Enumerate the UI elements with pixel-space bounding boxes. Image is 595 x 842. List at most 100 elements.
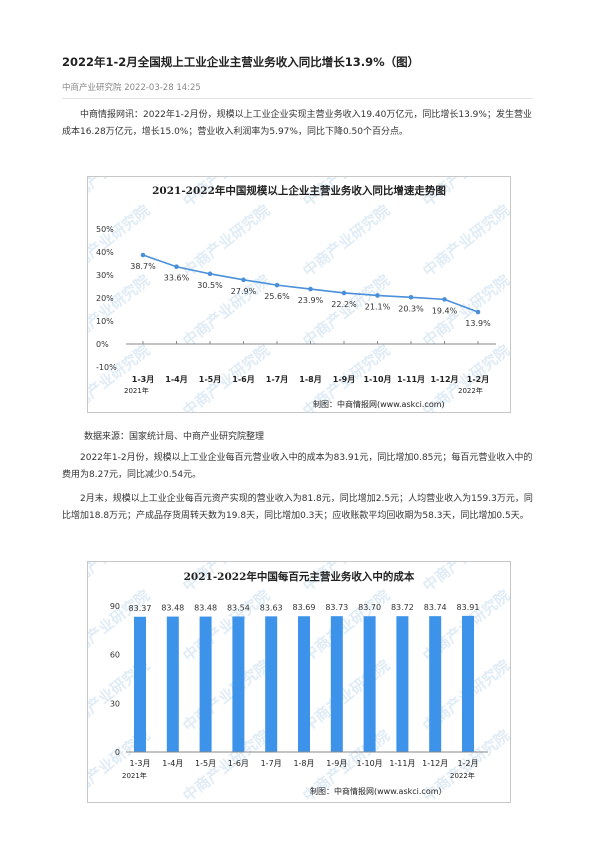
bar (232, 616, 245, 752)
article-title: 2022年1-2月全国规上工业企业主营业务收入同比增长13.9%（图） (62, 55, 420, 69)
watermark-text: 中商产业研究院 (179, 341, 273, 412)
year-end-label: 2022年 (450, 771, 475, 780)
source-link[interactable]: 中商产业研究院 (62, 83, 122, 93)
data-point (140, 252, 146, 258)
x-tick-label: 1-10月 (357, 759, 383, 768)
data-label: 13.9% (465, 319, 491, 328)
watermark-text: 中商产业研究院 (179, 201, 273, 280)
bar (462, 615, 474, 752)
y-tick-label: 0 (115, 748, 120, 757)
bar (396, 616, 409, 752)
x-tick-label: 1-8月 (299, 375, 321, 384)
paragraph-2: 2022年1-2月份，规模以上工业企业每百元营业收入中的成本为83.91元，同比… (62, 453, 533, 480)
data-label: 83.48 (194, 604, 217, 613)
data-label: 20.3% (398, 304, 424, 313)
x-tick-label: 1-4月 (162, 759, 183, 768)
data-label: 83.54 (227, 603, 250, 612)
data-point (408, 295, 414, 300)
data-point (375, 293, 380, 298)
data-label: 30.5% (197, 281, 223, 290)
data-point (207, 271, 213, 277)
chart-title: 2021-2022年中国规模以上企业主营业务收入同比增速走势图 (152, 184, 446, 197)
watermark-text: 中商产业研究院 (179, 271, 273, 350)
paragraph-3: 2月末，规模以上工业企业每百元资产实现的营业收入为81.8元，同比增加2.5元；… (62, 494, 533, 521)
x-tick-label: 1-2月 (467, 375, 489, 384)
watermark-text: 中商产业研究院 (179, 586, 273, 665)
data-label: 22.2% (331, 300, 357, 309)
paragraph-1: 中商情报网讯：2022年1-2月份，规模以上工业企业实现主营业务收入19.40万… (62, 110, 532, 137)
x-tick-label: 1-11月 (389, 759, 415, 768)
data-point (442, 297, 447, 302)
x-tick-label: 1-4月 (165, 375, 187, 384)
y-tick-label: -10% (96, 363, 117, 372)
x-tick-label: 1-7月 (266, 375, 288, 384)
chart-credit: 制图：中商情报网(www.askci.com) (313, 399, 445, 409)
year-start-label: 2021年 (122, 771, 147, 780)
bar (265, 616, 278, 752)
data-point (475, 309, 481, 315)
y-tick-label: 60 (110, 651, 120, 660)
watermark-text: 中商产业研究院 (299, 201, 393, 280)
x-tick-label: 1-12月 (422, 759, 448, 768)
data-label: 83.48 (161, 604, 184, 613)
bar (134, 616, 146, 752)
x-tick-label: 1-8月 (293, 759, 314, 768)
bar (429, 616, 442, 752)
data-label: 33.6% (164, 274, 190, 283)
y-tick-label: 90 (110, 602, 120, 611)
data-label: 83.91 (457, 603, 480, 612)
data-point (308, 286, 313, 292)
data-point (274, 282, 280, 288)
x-tick-label: 1-6月 (228, 759, 249, 768)
bar (166, 616, 179, 752)
data-label: 83.69 (293, 603, 316, 612)
data-label: 23.9% (298, 296, 324, 305)
x-tick-label: 1-3月 (132, 375, 154, 384)
data-label: 83.37 (129, 604, 152, 613)
x-tick-label: 1-6月 (232, 375, 254, 384)
watermark-text: 中商产业研究院 (299, 586, 393, 665)
year-end-label: 2022年 (458, 386, 483, 395)
x-tick-label: 1-12月 (430, 375, 458, 384)
data-label: 83.74 (424, 603, 447, 612)
bar (298, 616, 310, 752)
y-tick-label: 40% (96, 248, 114, 257)
bar-chart-frame: 中商产业研究院 中商产业研究院 中商产业研究院 中商产业研究院 中商产业研究院 中商产业研… (87, 561, 511, 803)
watermark-text: 中商产业研究院 (179, 726, 273, 802)
y-tick-label: 30 (110, 699, 120, 708)
year-start-label: 2021年 (124, 386, 149, 395)
x-tick-label: 1-7月 (261, 759, 282, 768)
bar (363, 616, 376, 752)
watermark-text: 中商产业研究院 (419, 201, 510, 280)
watermark-text: 中商产业研究院 (179, 656, 273, 735)
bar (199, 616, 212, 752)
x-tick-label: 1-2月 (457, 759, 478, 768)
data-label: 83.63 (260, 603, 283, 612)
line-chart-frame: 中商产业研究院 中商产业研究院 中商产业研究院 中商产业研究院 中商产业研究院 中商产业研… (87, 176, 511, 413)
bar (330, 616, 343, 752)
data-label: 27.9% (231, 287, 257, 296)
title-divider (62, 98, 533, 99)
data-point (174, 264, 179, 270)
data-label: 38.7% (130, 262, 156, 271)
data-label: 25.6% (264, 292, 290, 301)
x-tick-label: 1-11月 (397, 375, 425, 384)
data-label: 83.72 (391, 603, 414, 612)
data-label: 83.73 (325, 603, 348, 612)
data-point (241, 277, 246, 283)
chart-title: 2021-2022年中国每百元主营业务收入中的成本 (184, 570, 415, 583)
y-tick-label: 50% (96, 225, 114, 234)
data-source-note: 数据来源：国家统计局、中商产业研究院整理 (84, 432, 265, 442)
x-tick-label: 1-9月 (333, 375, 355, 384)
y-tick-label: 10% (96, 317, 114, 326)
data-point (341, 290, 347, 296)
x-tick-label: 1-5月 (199, 375, 221, 384)
x-tick-label: 1-10月 (363, 375, 391, 384)
chart-credit: 制图：中商情报网(www.askci.com） (310, 786, 447, 796)
y-tick-label: 0% (96, 340, 109, 349)
x-tick-label: 1-5月 (195, 759, 216, 768)
watermark-text: 中商产业研究院 (88, 271, 153, 350)
article-meta: 中商产业研究院 2022-03-28 14:25 (62, 81, 201, 93)
